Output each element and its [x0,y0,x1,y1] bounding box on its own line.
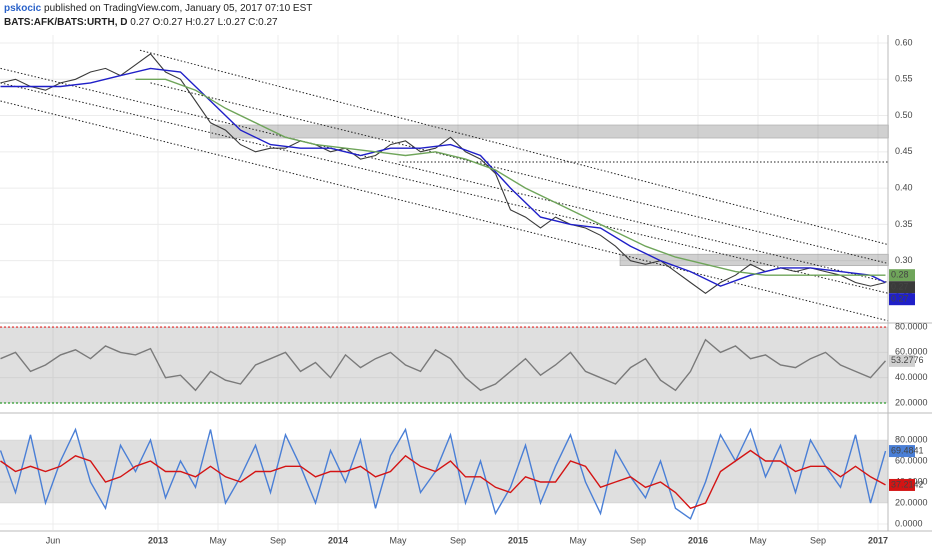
y-tick-label: 0.30 [895,255,913,265]
y-tick-label: 0.55 [895,74,913,84]
last-value-box [889,269,915,282]
y-tick-label: 40.0000 [895,372,928,382]
last-value-label: 0.27 [891,294,909,304]
y-tick-label: 80.0000 [895,321,928,331]
symbol: BATS:AFK/BATS:URTH, D [4,17,128,28]
last-value-box [889,354,915,367]
band [0,327,888,404]
x-tick-label: Sep [810,535,826,545]
last-value-box [889,478,915,491]
x-tick-label: Jun [46,535,61,545]
last-value-label: 69.4841 [891,445,924,455]
series-line [0,427,887,520]
x-tick-label: 2014 [328,535,348,545]
last-value-box [889,293,915,306]
trendline [0,82,889,294]
x-tick-label: May [389,535,407,545]
header-line: pskocic published on TradingView.com, Ja… [4,3,312,14]
y-tick-label: 0.35 [895,219,913,229]
y-tick-label: 0.45 [895,146,913,156]
last-value-label: 53.2776 [891,355,924,365]
last-value-label: 0.28 [891,270,909,280]
ohlc: 0.27 O:0.27 H:0.27 L:0.27 C:0.27 [130,17,278,28]
author[interactable]: pskocic [4,3,42,14]
y-tick-label: 0.40 [895,182,913,192]
x-tick-label: May [749,535,767,545]
x-tick-label: Sep [450,535,466,545]
series-line [0,53,886,294]
trendline [150,82,889,265]
trendline [139,49,889,246]
series-line [0,449,886,510]
y-tick-label: 20.0000 [895,397,928,407]
x-tick-label: 2015 [508,535,528,545]
x-tick-label: May [569,535,587,545]
series-line [135,78,886,276]
y-tick-label: 0.60 [895,37,913,47]
y-tick-label: 80.0000 [895,434,928,444]
series-line [0,338,887,392]
y-tick-label: 20.0000 [895,497,928,507]
series-line [0,67,886,287]
x-tick-label: Sep [630,535,646,545]
y-tick-label: 60.0000 [895,347,928,357]
last-value-label: 0.27 [891,282,909,292]
zone [210,124,889,139]
last-value-label: 37.2142 [891,479,924,489]
last-value-box [889,281,915,294]
y-tick-label: 0.50 [895,110,913,120]
x-tick-label: 2017 [868,535,888,545]
x-tick-label: 2016 [688,535,708,545]
published: published on TradingView.com, January 05… [44,3,312,14]
symbol-line: BATS:AFK/BATS:URTH, D 0.27 O:0.27 H:0.27… [4,17,278,28]
y-tick-label: 0.0000 [895,518,923,528]
x-tick-label: Sep [270,535,286,545]
x-tick-label: May [209,535,227,545]
y-tick-label: 60.0000 [895,455,928,465]
x-tick-label: 2013 [148,535,168,545]
last-value-box [889,445,915,458]
